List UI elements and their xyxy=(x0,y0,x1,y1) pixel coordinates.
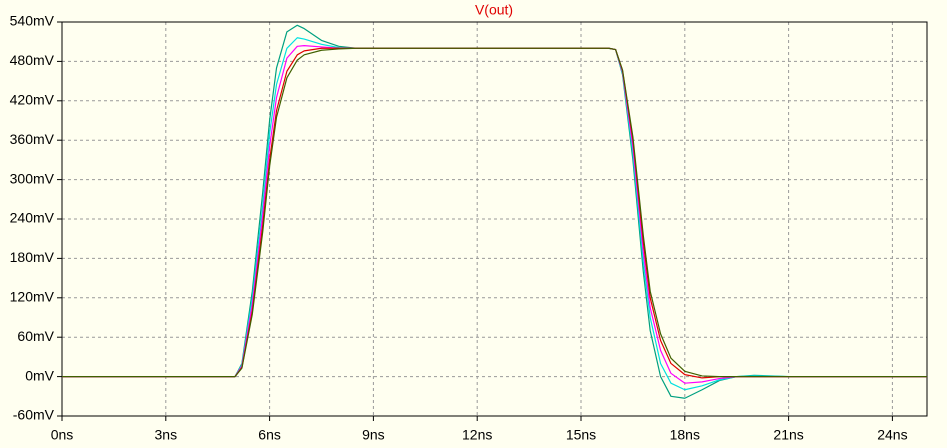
series-line xyxy=(62,47,927,379)
series-line xyxy=(62,45,927,384)
y-tick-label: 120mV xyxy=(10,289,55,305)
y-tick-label: 240mV xyxy=(10,210,55,226)
x-tick-label: 15ns xyxy=(566,427,596,443)
x-tick-label: 12ns xyxy=(462,427,492,443)
plot-frame xyxy=(61,21,928,417)
x-tick-label: 18ns xyxy=(670,427,700,443)
x-tick-label: 24ns xyxy=(877,427,907,443)
y-tick-label: 180mV xyxy=(10,249,55,265)
x-tick-label: 0ns xyxy=(51,427,74,443)
y-tick-label: 0mV xyxy=(25,367,54,383)
y-tick-label: 480mV xyxy=(10,52,55,68)
y-tick-label: 420mV xyxy=(10,92,55,108)
y-tick-label: -60mV xyxy=(13,407,55,423)
series-line xyxy=(62,24,927,399)
chart-title: V(out) xyxy=(475,2,513,18)
x-tick-label: 3ns xyxy=(155,427,178,443)
y-tick-label: 360mV xyxy=(10,131,55,147)
x-tick-label: 6ns xyxy=(258,427,281,443)
x-tick-label: 9ns xyxy=(362,427,385,443)
y-tick-label: 540mV xyxy=(10,13,55,29)
y-tick-label: 300mV xyxy=(10,170,55,186)
y-tick-label: 60mV xyxy=(17,328,54,344)
x-tick-label: 21ns xyxy=(773,427,803,443)
series-line xyxy=(62,47,927,378)
